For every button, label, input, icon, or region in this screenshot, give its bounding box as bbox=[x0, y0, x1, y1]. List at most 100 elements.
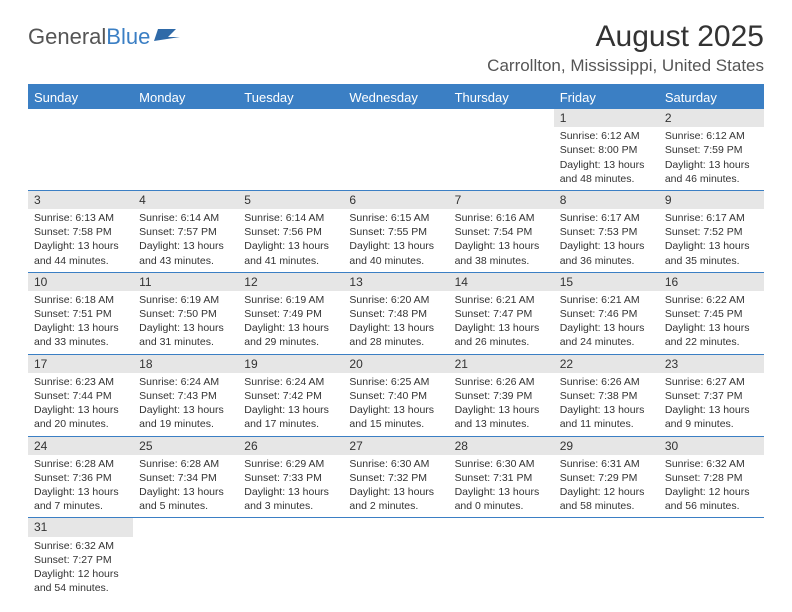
calendar-cell: 12Sunrise: 6:19 AMSunset: 7:49 PMDayligh… bbox=[238, 272, 343, 354]
calendar-cell: 11Sunrise: 6:19 AMSunset: 7:50 PMDayligh… bbox=[133, 272, 238, 354]
calendar-cell: 25Sunrise: 6:28 AMSunset: 7:34 PMDayligh… bbox=[133, 436, 238, 518]
day-number: 13 bbox=[343, 273, 448, 291]
daylight-text-1: Daylight: 13 hours bbox=[139, 403, 232, 417]
calendar-cell: 7Sunrise: 6:16 AMSunset: 7:54 PMDaylight… bbox=[449, 190, 554, 272]
title-block: August 2025 Carrollton, Mississippi, Uni… bbox=[487, 20, 764, 76]
calendar-cell bbox=[133, 109, 238, 190]
sunset-text: Sunset: 7:51 PM bbox=[34, 307, 127, 321]
daylight-text-2: and 5 minutes. bbox=[139, 499, 232, 513]
calendar-week: 24Sunrise: 6:28 AMSunset: 7:36 PMDayligh… bbox=[28, 436, 764, 518]
day-number: 19 bbox=[238, 355, 343, 373]
daylight-text-2: and 3 minutes. bbox=[244, 499, 337, 513]
calendar-cell bbox=[238, 109, 343, 190]
calendar-week: 10Sunrise: 6:18 AMSunset: 7:51 PMDayligh… bbox=[28, 272, 764, 354]
daylight-text-1: Daylight: 13 hours bbox=[455, 485, 548, 499]
sunset-text: Sunset: 7:52 PM bbox=[665, 225, 758, 239]
sunset-text: Sunset: 7:49 PM bbox=[244, 307, 337, 321]
sunrise-text: Sunrise: 6:22 AM bbox=[665, 293, 758, 307]
daylight-text-2: and 24 minutes. bbox=[560, 335, 653, 349]
day-body: Sunrise: 6:12 AMSunset: 8:00 PMDaylight:… bbox=[554, 127, 659, 190]
day-body: Sunrise: 6:14 AMSunset: 7:57 PMDaylight:… bbox=[133, 209, 238, 272]
day-header: Sunday bbox=[28, 85, 133, 109]
day-body: Sunrise: 6:15 AMSunset: 7:55 PMDaylight:… bbox=[343, 209, 448, 272]
sunset-text: Sunset: 7:58 PM bbox=[34, 225, 127, 239]
sunset-text: Sunset: 7:48 PM bbox=[349, 307, 442, 321]
daylight-text-1: Daylight: 13 hours bbox=[455, 403, 548, 417]
daylight-text-2: and 2 minutes. bbox=[349, 499, 442, 513]
sunrise-text: Sunrise: 6:19 AM bbox=[139, 293, 232, 307]
daylight-text-1: Daylight: 13 hours bbox=[349, 485, 442, 499]
calendar-week: 3Sunrise: 6:13 AMSunset: 7:58 PMDaylight… bbox=[28, 190, 764, 272]
calendar-cell: 13Sunrise: 6:20 AMSunset: 7:48 PMDayligh… bbox=[343, 272, 448, 354]
day-header: Friday bbox=[554, 85, 659, 109]
calendar-cell: 19Sunrise: 6:24 AMSunset: 7:42 PMDayligh… bbox=[238, 354, 343, 436]
day-number: 10 bbox=[28, 273, 133, 291]
day-header: Saturday bbox=[659, 85, 764, 109]
calendar-cell: 18Sunrise: 6:24 AMSunset: 7:43 PMDayligh… bbox=[133, 354, 238, 436]
sunrise-text: Sunrise: 6:14 AM bbox=[244, 211, 337, 225]
day-number: 8 bbox=[554, 191, 659, 209]
day-header: Monday bbox=[133, 85, 238, 109]
daylight-text-1: Daylight: 13 hours bbox=[455, 321, 548, 335]
sunset-text: Sunset: 7:47 PM bbox=[455, 307, 548, 321]
daylight-text-2: and 35 minutes. bbox=[665, 254, 758, 268]
day-body: Sunrise: 6:17 AMSunset: 7:52 PMDaylight:… bbox=[659, 209, 764, 272]
sunrise-text: Sunrise: 6:26 AM bbox=[560, 375, 653, 389]
day-number: 31 bbox=[28, 518, 133, 536]
daylight-text-2: and 20 minutes. bbox=[34, 417, 127, 431]
daylight-text-1: Daylight: 13 hours bbox=[665, 158, 758, 172]
day-body: Sunrise: 6:23 AMSunset: 7:44 PMDaylight:… bbox=[28, 373, 133, 436]
day-number: 18 bbox=[133, 355, 238, 373]
day-body: Sunrise: 6:26 AMSunset: 7:39 PMDaylight:… bbox=[449, 373, 554, 436]
calendar-cell: 5Sunrise: 6:14 AMSunset: 7:56 PMDaylight… bbox=[238, 190, 343, 272]
daylight-text-2: and 0 minutes. bbox=[455, 499, 548, 513]
sunrise-text: Sunrise: 6:14 AM bbox=[139, 211, 232, 225]
sunrise-text: Sunrise: 6:30 AM bbox=[349, 457, 442, 471]
calendar-cell bbox=[133, 518, 238, 599]
daylight-text-2: and 44 minutes. bbox=[34, 254, 127, 268]
day-body: Sunrise: 6:20 AMSunset: 7:48 PMDaylight:… bbox=[343, 291, 448, 354]
daylight-text-1: Daylight: 13 hours bbox=[244, 321, 337, 335]
sunrise-text: Sunrise: 6:17 AM bbox=[560, 211, 653, 225]
day-number: 28 bbox=[449, 437, 554, 455]
sunrise-text: Sunrise: 6:13 AM bbox=[34, 211, 127, 225]
daylight-text-2: and 40 minutes. bbox=[349, 254, 442, 268]
sunset-text: Sunset: 7:54 PM bbox=[455, 225, 548, 239]
calendar-cell bbox=[449, 518, 554, 599]
sunset-text: Sunset: 7:56 PM bbox=[244, 225, 337, 239]
calendar-cell: 4Sunrise: 6:14 AMSunset: 7:57 PMDaylight… bbox=[133, 190, 238, 272]
day-number: 14 bbox=[449, 273, 554, 291]
sunrise-text: Sunrise: 6:32 AM bbox=[665, 457, 758, 471]
sunset-text: Sunset: 7:31 PM bbox=[455, 471, 548, 485]
day-header-row: Sunday Monday Tuesday Wednesday Thursday… bbox=[28, 85, 764, 109]
sunset-text: Sunset: 7:55 PM bbox=[349, 225, 442, 239]
calendar-cell bbox=[554, 518, 659, 599]
calendar-week: 1Sunrise: 6:12 AMSunset: 8:00 PMDaylight… bbox=[28, 109, 764, 190]
calendar-cell: 3Sunrise: 6:13 AMSunset: 7:58 PMDaylight… bbox=[28, 190, 133, 272]
sunset-text: Sunset: 7:27 PM bbox=[34, 553, 127, 567]
calendar-cell: 20Sunrise: 6:25 AMSunset: 7:40 PMDayligh… bbox=[343, 354, 448, 436]
calendar-week: 31Sunrise: 6:32 AMSunset: 7:27 PMDayligh… bbox=[28, 518, 764, 599]
daylight-text-1: Daylight: 13 hours bbox=[560, 321, 653, 335]
day-body: Sunrise: 6:22 AMSunset: 7:45 PMDaylight:… bbox=[659, 291, 764, 354]
calendar-cell: 27Sunrise: 6:30 AMSunset: 7:32 PMDayligh… bbox=[343, 436, 448, 518]
day-number: 30 bbox=[659, 437, 764, 455]
day-body: Sunrise: 6:28 AMSunset: 7:34 PMDaylight:… bbox=[133, 455, 238, 518]
calendar-cell: 17Sunrise: 6:23 AMSunset: 7:44 PMDayligh… bbox=[28, 354, 133, 436]
daylight-text-2: and 38 minutes. bbox=[455, 254, 548, 268]
day-number: 24 bbox=[28, 437, 133, 455]
sunrise-text: Sunrise: 6:23 AM bbox=[34, 375, 127, 389]
daylight-text-2: and 43 minutes. bbox=[139, 254, 232, 268]
calendar-cell: 6Sunrise: 6:15 AMSunset: 7:55 PMDaylight… bbox=[343, 190, 448, 272]
day-header: Wednesday bbox=[343, 85, 448, 109]
daylight-text-1: Daylight: 13 hours bbox=[139, 321, 232, 335]
calendar-cell: 2Sunrise: 6:12 AMSunset: 7:59 PMDaylight… bbox=[659, 109, 764, 190]
day-number: 11 bbox=[133, 273, 238, 291]
sunset-text: Sunset: 7:34 PM bbox=[139, 471, 232, 485]
daylight-text-2: and 9 minutes. bbox=[665, 417, 758, 431]
sunrise-text: Sunrise: 6:27 AM bbox=[665, 375, 758, 389]
day-body: Sunrise: 6:19 AMSunset: 7:50 PMDaylight:… bbox=[133, 291, 238, 354]
day-body: Sunrise: 6:32 AMSunset: 7:28 PMDaylight:… bbox=[659, 455, 764, 518]
day-number: 22 bbox=[554, 355, 659, 373]
sunrise-text: Sunrise: 6:26 AM bbox=[455, 375, 548, 389]
